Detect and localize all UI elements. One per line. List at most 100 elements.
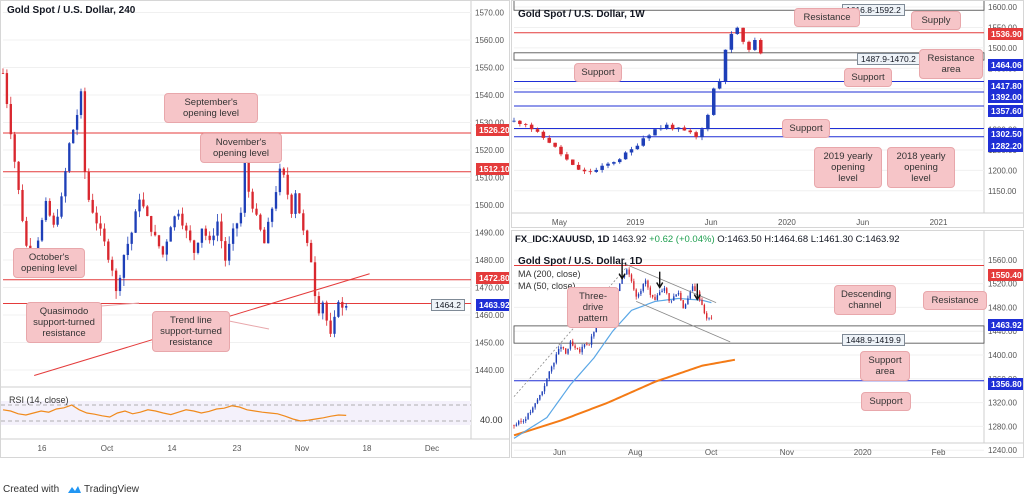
candle-body (529, 412, 532, 414)
zone-rect-0 (513, 1, 985, 11)
candle-body (529, 124, 534, 130)
y-tick-label: 1600.00 (988, 3, 1017, 12)
candle-body (576, 347, 579, 349)
candle-body (717, 80, 722, 89)
candle-body (13, 134, 16, 162)
callout-support: Support (861, 392, 911, 411)
candle-body (689, 291, 691, 299)
candle-body (548, 371, 550, 379)
chart-title: Gold Spot / U.S. Dollar, 240 (7, 5, 136, 16)
candle-body (173, 216, 176, 228)
chart-panel-weekly[interactable]: 1150.001200.001250.001300.001350.001400.… (511, 0, 1024, 228)
y-tick-label: 1560.00 (475, 36, 504, 45)
y-tick-label: 1480.00 (475, 256, 504, 265)
candle-body (546, 378, 548, 386)
candle-body (664, 124, 669, 129)
price-label-1536: 1536.90 (988, 28, 1023, 40)
callout-october-opening: October's opening level (13, 248, 85, 278)
candle-body (157, 235, 161, 247)
symbol-name: FX_IDC:XAUUSD, 1D (515, 234, 610, 245)
candle-body (666, 288, 668, 294)
footer-created-with: Created with (3, 484, 60, 495)
candle-body (705, 313, 708, 319)
candle-body (321, 302, 324, 314)
candle-body (64, 171, 67, 197)
candle-body (220, 221, 223, 242)
x-tick-label: May (552, 218, 567, 227)
callout-resistance: Resistance (923, 291, 987, 310)
candle-body (317, 296, 321, 314)
symbol-info-line: FX_IDC:XAUUSD, 1D 1463.92 +0.62 (+0.04%)… (515, 234, 900, 245)
channel-upper (621, 262, 717, 303)
candle-body (196, 242, 200, 253)
candle-body (189, 230, 192, 241)
candle-body (99, 223, 102, 229)
candle-body (185, 225, 188, 231)
candle-body (541, 131, 546, 138)
ma200-line (513, 358, 736, 437)
candle-body (588, 344, 590, 346)
candle-body (313, 262, 317, 297)
candle-body (708, 317, 710, 319)
candle-body (550, 366, 553, 372)
candle-body (688, 130, 693, 133)
candle-body (628, 269, 630, 275)
candle-body (107, 241, 110, 260)
price-box-1464: 1464.2 (431, 299, 465, 311)
x-tick-label: Jun (856, 218, 869, 227)
chart-title: Gold Spot / U.S. Dollar, 1W (518, 9, 645, 20)
candle-body (169, 227, 172, 242)
chart-panel-4h[interactable]: 1440.00 1450.00 1460.00 1470.00 1480.00 1490.… (0, 0, 510, 458)
candle-body (619, 283, 621, 292)
rsi-label: RSI (14, close) (9, 395, 69, 405)
y-tick-label: 1480.00 (988, 303, 1017, 312)
candle-body (212, 235, 215, 241)
candle-body (684, 304, 687, 309)
callout-support-area: Support area (860, 351, 910, 381)
candle-body (564, 348, 567, 354)
y-tick-label: 1470.00 (475, 284, 504, 293)
price-label-1282: 1282.20 (988, 140, 1023, 152)
x-tick-label: 18 (363, 444, 372, 453)
candle-body (637, 294, 640, 297)
candle-body (659, 128, 663, 130)
candle-body (146, 206, 149, 217)
candle-body (79, 91, 83, 115)
callout-supply: Supply (911, 11, 961, 30)
chart-weekly-svg[interactable]: 1150.001200.001250.001300.001350.001400.… (512, 1, 1024, 228)
candle-body (553, 142, 557, 147)
price-label-1357: 1357.60 (988, 105, 1023, 117)
candle-body (642, 283, 644, 291)
down-arrowhead-2 (693, 294, 701, 301)
chart-4h-svg[interactable]: 1440.001450.001460.001470.001480.001490.… (1, 1, 510, 458)
symbol-close: C:1463.92 (855, 234, 900, 245)
candle-body (535, 129, 540, 132)
callout-pointer (228, 320, 270, 330)
candle-body (617, 159, 622, 163)
candle-body (224, 241, 227, 261)
candle-body (523, 124, 528, 125)
candle-body (630, 274, 633, 282)
candle-body (680, 292, 682, 301)
candle-body (658, 292, 661, 296)
candle-body (282, 168, 285, 175)
candle-body (192, 240, 196, 253)
candle-body (590, 336, 593, 345)
y-tick-label: 1540.00 (475, 91, 504, 100)
candle-body (687, 298, 689, 305)
candle-body (644, 280, 647, 284)
candle-body (72, 129, 75, 144)
y-tick-label: 1500.00 (475, 201, 504, 210)
candle-body (345, 306, 348, 308)
candle-body (68, 143, 71, 172)
candle-body (290, 194, 293, 214)
candle-body (588, 171, 593, 173)
candle-body (581, 346, 583, 353)
x-tick-label: 2019 (626, 218, 644, 227)
price-label-1356: 1356.80 (988, 378, 1023, 390)
chart-panel-daily[interactable]: 1240.001280.001320.001360.001400.001440.… (511, 230, 1024, 458)
x-tick-label: 23 (233, 444, 242, 453)
candle-body (150, 216, 153, 232)
candle-body (623, 152, 628, 160)
callout-support-mid: Support (844, 68, 892, 87)
